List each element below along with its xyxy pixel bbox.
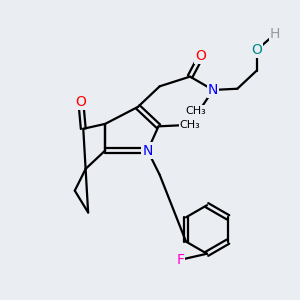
Text: CH₃: CH₃ (180, 120, 200, 130)
Text: N: N (142, 144, 153, 158)
Text: H: H (270, 27, 280, 41)
Text: O: O (196, 49, 206, 63)
Text: N: N (208, 83, 218, 97)
Text: F: F (176, 253, 184, 267)
Text: CH₃: CH₃ (186, 106, 206, 116)
Text: O: O (251, 43, 262, 57)
Text: O: O (75, 95, 86, 109)
